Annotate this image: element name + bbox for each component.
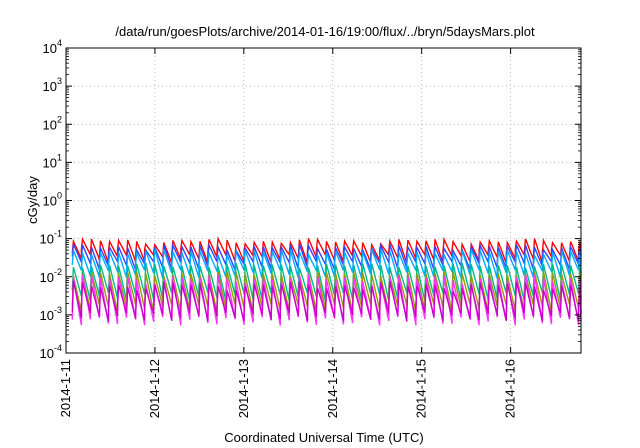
y-tick-label: 104 [43,38,62,56]
series-line-5 [71,271,582,314]
x-axis: 2014-1-11 2014-1-12 2014-1-13 2014-1-14 2014… [58,48,518,418]
x-tick-label: 2014-1-16 [503,359,518,418]
y-tick-label: 100 [43,191,62,209]
y-tick-label: 10-3 [40,305,62,323]
x-axis-label: Coordinated Universal Time (UTC) [224,430,423,445]
series-line-4 [71,262,582,302]
series-line-1 [71,235,582,264]
x-tick-label: 2014-1-13 [236,359,251,418]
series-line-2 [71,242,582,271]
series-group [71,235,582,326]
y-tick-label: 102 [43,114,62,132]
x-tick-label: 2014-1-15 [414,359,429,418]
x-tick-label: 2014-1-12 [147,359,162,418]
grid [66,48,581,353]
y-tick-label: 10-4 [40,343,62,361]
chart-title: /data/run/goesPlots/archive/2014-01-16/1… [115,24,535,39]
y-tick-label: 10-2 [40,267,62,285]
y-tick-label: 10-1 [40,229,62,247]
series-line-7 [71,280,582,322]
series-line-3 [71,248,582,279]
y-tick-label: 101 [43,152,62,170]
x-tick-label: 2014-1-14 [325,359,340,418]
y-tick-label: 103 [43,76,62,94]
x-tick-label: 2014-1-11 [58,359,73,417]
y-axis-label: cGy/day [25,176,40,224]
